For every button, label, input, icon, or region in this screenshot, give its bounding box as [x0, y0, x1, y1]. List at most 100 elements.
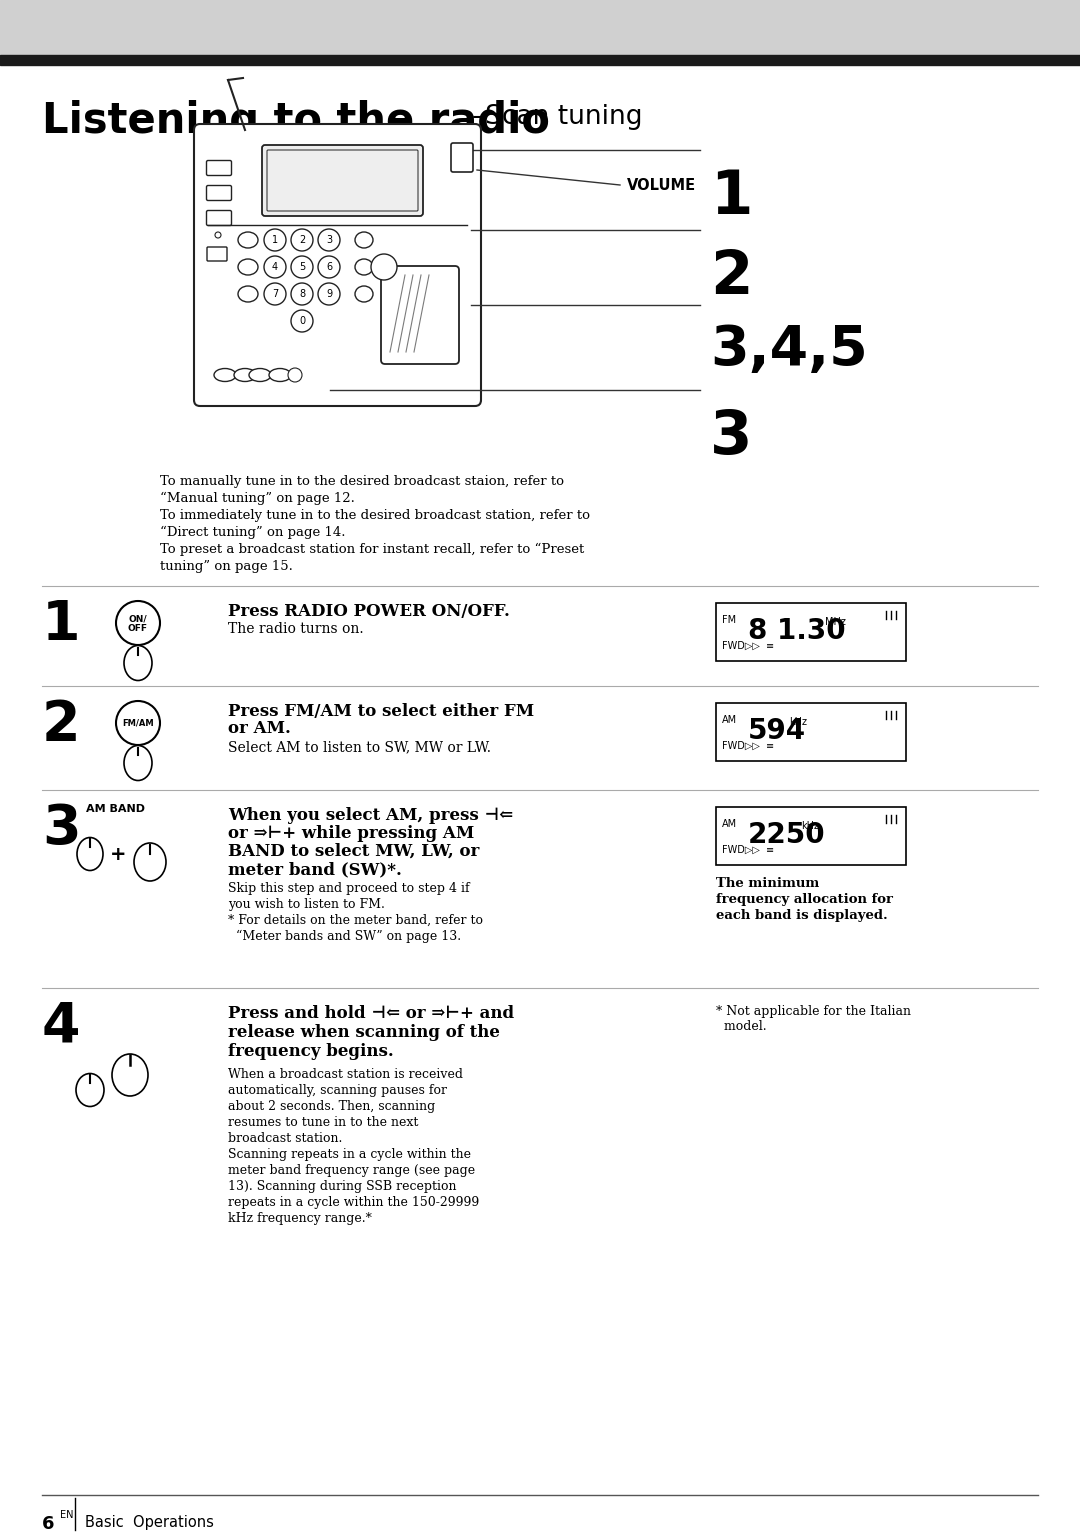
Text: FWD▷▷: FWD▷▷ — [723, 641, 760, 652]
FancyBboxPatch shape — [262, 146, 423, 216]
FancyBboxPatch shape — [206, 185, 231, 201]
Text: kHz: kHz — [801, 822, 819, 831]
Text: about 2 seconds. Then, scanning: about 2 seconds. Then, scanning — [228, 1101, 435, 1113]
Text: OFF: OFF — [129, 624, 148, 633]
Text: +: + — [110, 846, 126, 865]
Ellipse shape — [214, 368, 237, 382]
Text: 4: 4 — [272, 262, 278, 271]
Text: 2: 2 — [42, 698, 81, 753]
Text: MHz: MHz — [825, 616, 846, 627]
Ellipse shape — [124, 745, 152, 780]
Text: Listening to the radio: Listening to the radio — [42, 100, 550, 143]
Bar — [0, 55, 1080, 64]
Text: 3: 3 — [42, 802, 81, 855]
Text: tuning” on page 15.: tuning” on page 15. — [160, 560, 293, 573]
Circle shape — [264, 256, 286, 277]
Text: each band is displayed.: each band is displayed. — [716, 909, 888, 921]
Text: you wish to listen to FM.: you wish to listen to FM. — [228, 898, 384, 911]
FancyBboxPatch shape — [207, 247, 227, 261]
Text: FWD▷▷: FWD▷▷ — [723, 845, 760, 855]
Text: 3: 3 — [710, 408, 753, 468]
Text: 6: 6 — [42, 1515, 54, 1533]
Text: 4: 4 — [42, 1000, 81, 1055]
Text: frequency begins.: frequency begins. — [228, 1042, 394, 1059]
Text: Press and hold ⊣⇐ or ⇒⊢+ and: Press and hold ⊣⇐ or ⇒⊢+ and — [228, 1006, 514, 1023]
Text: EN: EN — [60, 1510, 73, 1521]
Text: FM/AM: FM/AM — [122, 719, 153, 728]
Text: release when scanning of the: release when scanning of the — [228, 1024, 500, 1041]
Text: 2: 2 — [299, 235, 306, 245]
Text: * For details on the meter band, refer to: * For details on the meter band, refer t… — [228, 914, 483, 927]
Text: 0: 0 — [299, 316, 305, 327]
Text: AM BAND: AM BAND — [85, 803, 145, 814]
Text: VOLUME: VOLUME — [627, 178, 697, 193]
Circle shape — [318, 228, 340, 251]
Circle shape — [215, 231, 221, 238]
Ellipse shape — [76, 1073, 104, 1107]
Ellipse shape — [355, 231, 373, 248]
Circle shape — [291, 310, 313, 333]
Circle shape — [318, 256, 340, 277]
Text: automatically, scanning pauses for: automatically, scanning pauses for — [228, 1084, 447, 1098]
Ellipse shape — [355, 287, 373, 302]
Text: resumes to tune in to the next: resumes to tune in to the next — [228, 1116, 418, 1128]
Ellipse shape — [112, 1055, 148, 1096]
Text: The radio turns on.: The radio turns on. — [228, 622, 364, 636]
Text: meter band frequency range (see page: meter band frequency range (see page — [228, 1164, 475, 1177]
Ellipse shape — [355, 259, 373, 274]
Text: or ⇒⊢+ while pressing AM: or ⇒⊢+ while pressing AM — [228, 825, 474, 842]
Text: “Manual tuning” on page 12.: “Manual tuning” on page 12. — [160, 492, 355, 506]
Circle shape — [291, 284, 313, 305]
Text: AM: AM — [723, 714, 738, 725]
Circle shape — [264, 284, 286, 305]
Text: broadcast station.: broadcast station. — [228, 1131, 342, 1145]
Text: To preset a broadcast station for instant recall, refer to “Preset: To preset a broadcast station for instan… — [160, 543, 584, 556]
Text: Basic  Operations: Basic Operations — [85, 1515, 214, 1530]
Ellipse shape — [249, 368, 271, 382]
Bar — [0, 0, 1080, 55]
Ellipse shape — [269, 368, 291, 382]
Ellipse shape — [238, 231, 258, 248]
Text: meter band (SW)*.: meter band (SW)*. — [228, 862, 402, 878]
Circle shape — [288, 368, 302, 382]
Text: 13). Scanning during SSB reception: 13). Scanning during SSB reception — [228, 1180, 457, 1193]
Text: ≡: ≡ — [766, 641, 774, 652]
Text: Scanning repeats in a cycle within the: Scanning repeats in a cycle within the — [228, 1148, 471, 1160]
FancyBboxPatch shape — [716, 602, 906, 661]
Text: Press FM/AM to select either FM: Press FM/AM to select either FM — [228, 704, 535, 721]
Text: Select AM to listen to SW, MW or LW.: Select AM to listen to SW, MW or LW. — [228, 740, 491, 754]
Circle shape — [291, 256, 313, 277]
Circle shape — [116, 701, 160, 745]
Text: kHz frequency range.*: kHz frequency range.* — [228, 1213, 372, 1225]
Circle shape — [318, 284, 340, 305]
Text: The minimum: The minimum — [716, 877, 820, 891]
Text: 1: 1 — [272, 235, 278, 245]
Text: or AM.: or AM. — [228, 721, 291, 737]
FancyBboxPatch shape — [381, 267, 459, 363]
Text: FM: FM — [723, 615, 737, 625]
Text: –Scan tuning: –Scan tuning — [472, 104, 643, 130]
Text: 2: 2 — [710, 248, 753, 307]
Text: “Direct tuning” on page 14.: “Direct tuning” on page 14. — [160, 526, 346, 540]
Text: When a broadcast station is received: When a broadcast station is received — [228, 1069, 463, 1081]
Text: ON/: ON/ — [129, 615, 147, 624]
Circle shape — [372, 254, 397, 281]
Text: 9: 9 — [326, 290, 332, 299]
Text: ≡: ≡ — [766, 740, 774, 751]
Text: When you select AM, press ⊣⇐: When you select AM, press ⊣⇐ — [228, 806, 513, 825]
Text: FWD▷▷: FWD▷▷ — [723, 740, 760, 751]
FancyBboxPatch shape — [716, 704, 906, 760]
Text: AM: AM — [723, 819, 738, 829]
Text: Skip this step and proceed to step 4 if: Skip this step and proceed to step 4 if — [228, 881, 470, 895]
FancyBboxPatch shape — [194, 124, 481, 406]
Text: kHz: kHz — [789, 717, 807, 727]
Text: frequency allocation for: frequency allocation for — [716, 894, 893, 906]
FancyBboxPatch shape — [716, 806, 906, 865]
Ellipse shape — [124, 645, 152, 681]
Ellipse shape — [77, 837, 103, 871]
Text: 1: 1 — [710, 169, 753, 227]
Text: model.: model. — [716, 1019, 767, 1033]
Text: * Not applicable for the Italian: * Not applicable for the Italian — [716, 1006, 912, 1018]
FancyBboxPatch shape — [206, 210, 231, 225]
Ellipse shape — [234, 368, 256, 382]
